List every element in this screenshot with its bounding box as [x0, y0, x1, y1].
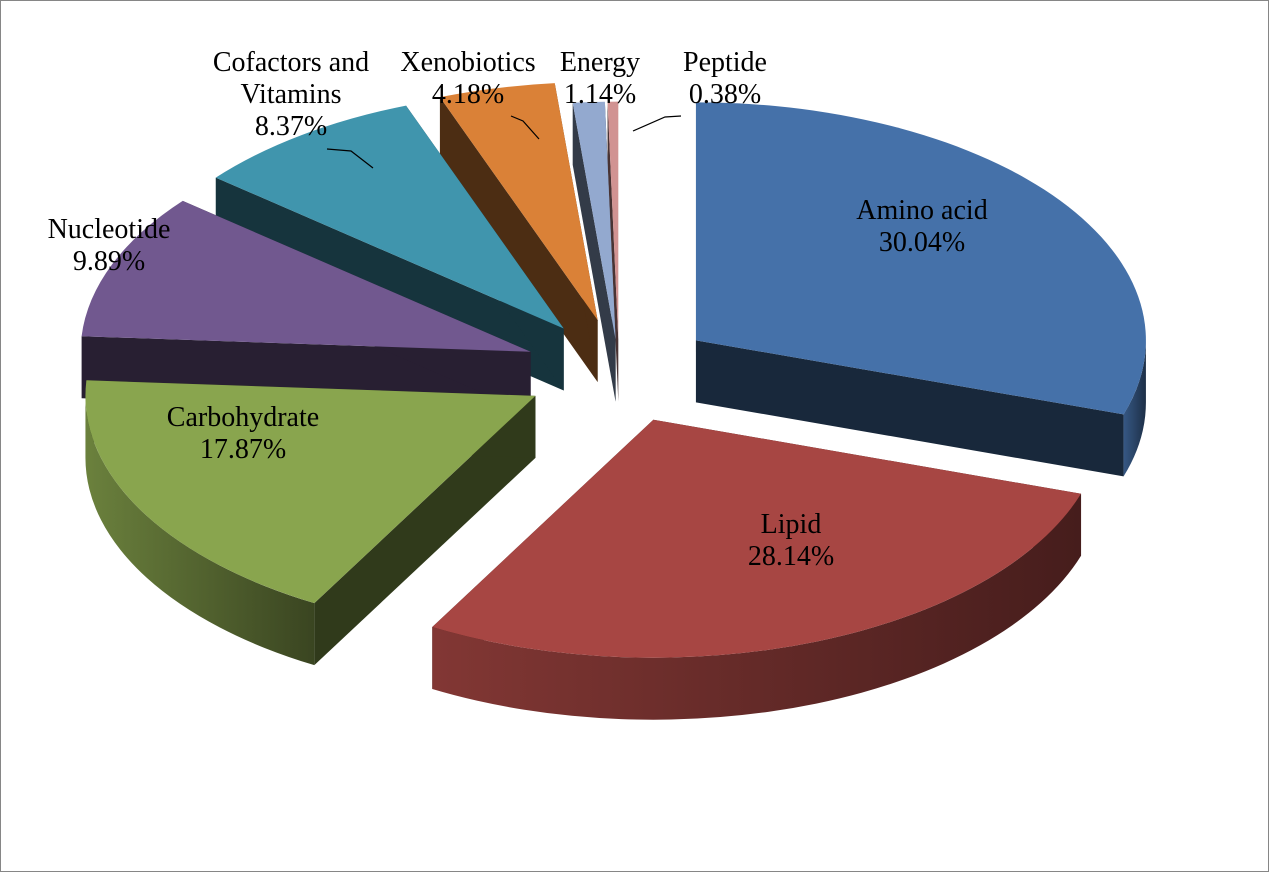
data-label-amino-acid: Amino acid 30.04%: [856, 195, 987, 258]
slice-outer-wall: [85, 395, 315, 666]
label-category: Energy: [560, 47, 640, 78]
leader-line-xenobiotics: [510, 115, 540, 140]
label-category: Nucleotide: [48, 214, 171, 245]
slice-carbohydrate: [85, 380, 536, 666]
data-label-lipid: Lipid 28.14%: [748, 509, 834, 572]
slice-wall: [314, 395, 536, 666]
label-category: Peptide: [683, 47, 767, 78]
label-category: Carbohydrate: [167, 402, 319, 433]
slice-wall: [439, 97, 598, 383]
label-percentage: 17.87%: [200, 434, 286, 465]
slice-top: [215, 105, 564, 329]
slice-energy: [572, 101, 616, 402]
data-label-xenobiotics: Xenobiotics 4.18%: [400, 47, 535, 110]
label-percentage: 30.04%: [879, 227, 965, 258]
slice-lipid: [432, 419, 1082, 720]
label-percentage: 9.89%: [73, 246, 145, 277]
label-percentage: 0.38%: [689, 79, 761, 110]
slice-outer-wall: [432, 493, 1082, 720]
label-percentage: 4.18%: [432, 79, 504, 110]
slice-top: [85, 380, 536, 604]
label-category: Amino acid: [856, 195, 987, 226]
slice-top: [432, 419, 1082, 658]
label-category: Xenobiotics: [400, 47, 535, 78]
data-label-peptide: Peptide 0.38%: [683, 47, 767, 110]
slice-top: [81, 200, 531, 352]
label-percentage: 28.14%: [748, 541, 834, 572]
slice-peptide: [607, 101, 619, 402]
slice-xenobiotics: [439, 83, 598, 383]
leader-line-peptide: [632, 115, 682, 132]
slice-top: [695, 102, 1146, 415]
data-label-cofactors-and-vitamins: Cofactors and Vitamins 8.37%: [213, 47, 369, 142]
data-label-carbohydrate: Carbohydrate 17.87%: [167, 402, 319, 465]
slice-wall: [695, 340, 1124, 477]
label-category: Vitamins: [241, 79, 342, 110]
slice-outer-wall: [1123, 340, 1146, 477]
slice-wall: [607, 101, 619, 402]
label-category: Cofactors and: [213, 47, 369, 78]
slice-top: [572, 101, 616, 340]
leader-line-cofactors-and-vitamins: [326, 148, 374, 169]
data-label-energy: Energy 1.14%: [560, 47, 640, 110]
slice-wall: [572, 102, 616, 402]
slice-top: [607, 101, 619, 340]
slice-amino-acid: [695, 102, 1146, 477]
label-percentage: 8.37%: [255, 111, 327, 142]
data-label-nucleotide: Nucleotide 9.89%: [48, 214, 171, 277]
slice-top: [439, 83, 598, 321]
label-category: Lipid: [761, 509, 822, 540]
label-percentage: 1.14%: [564, 79, 636, 110]
